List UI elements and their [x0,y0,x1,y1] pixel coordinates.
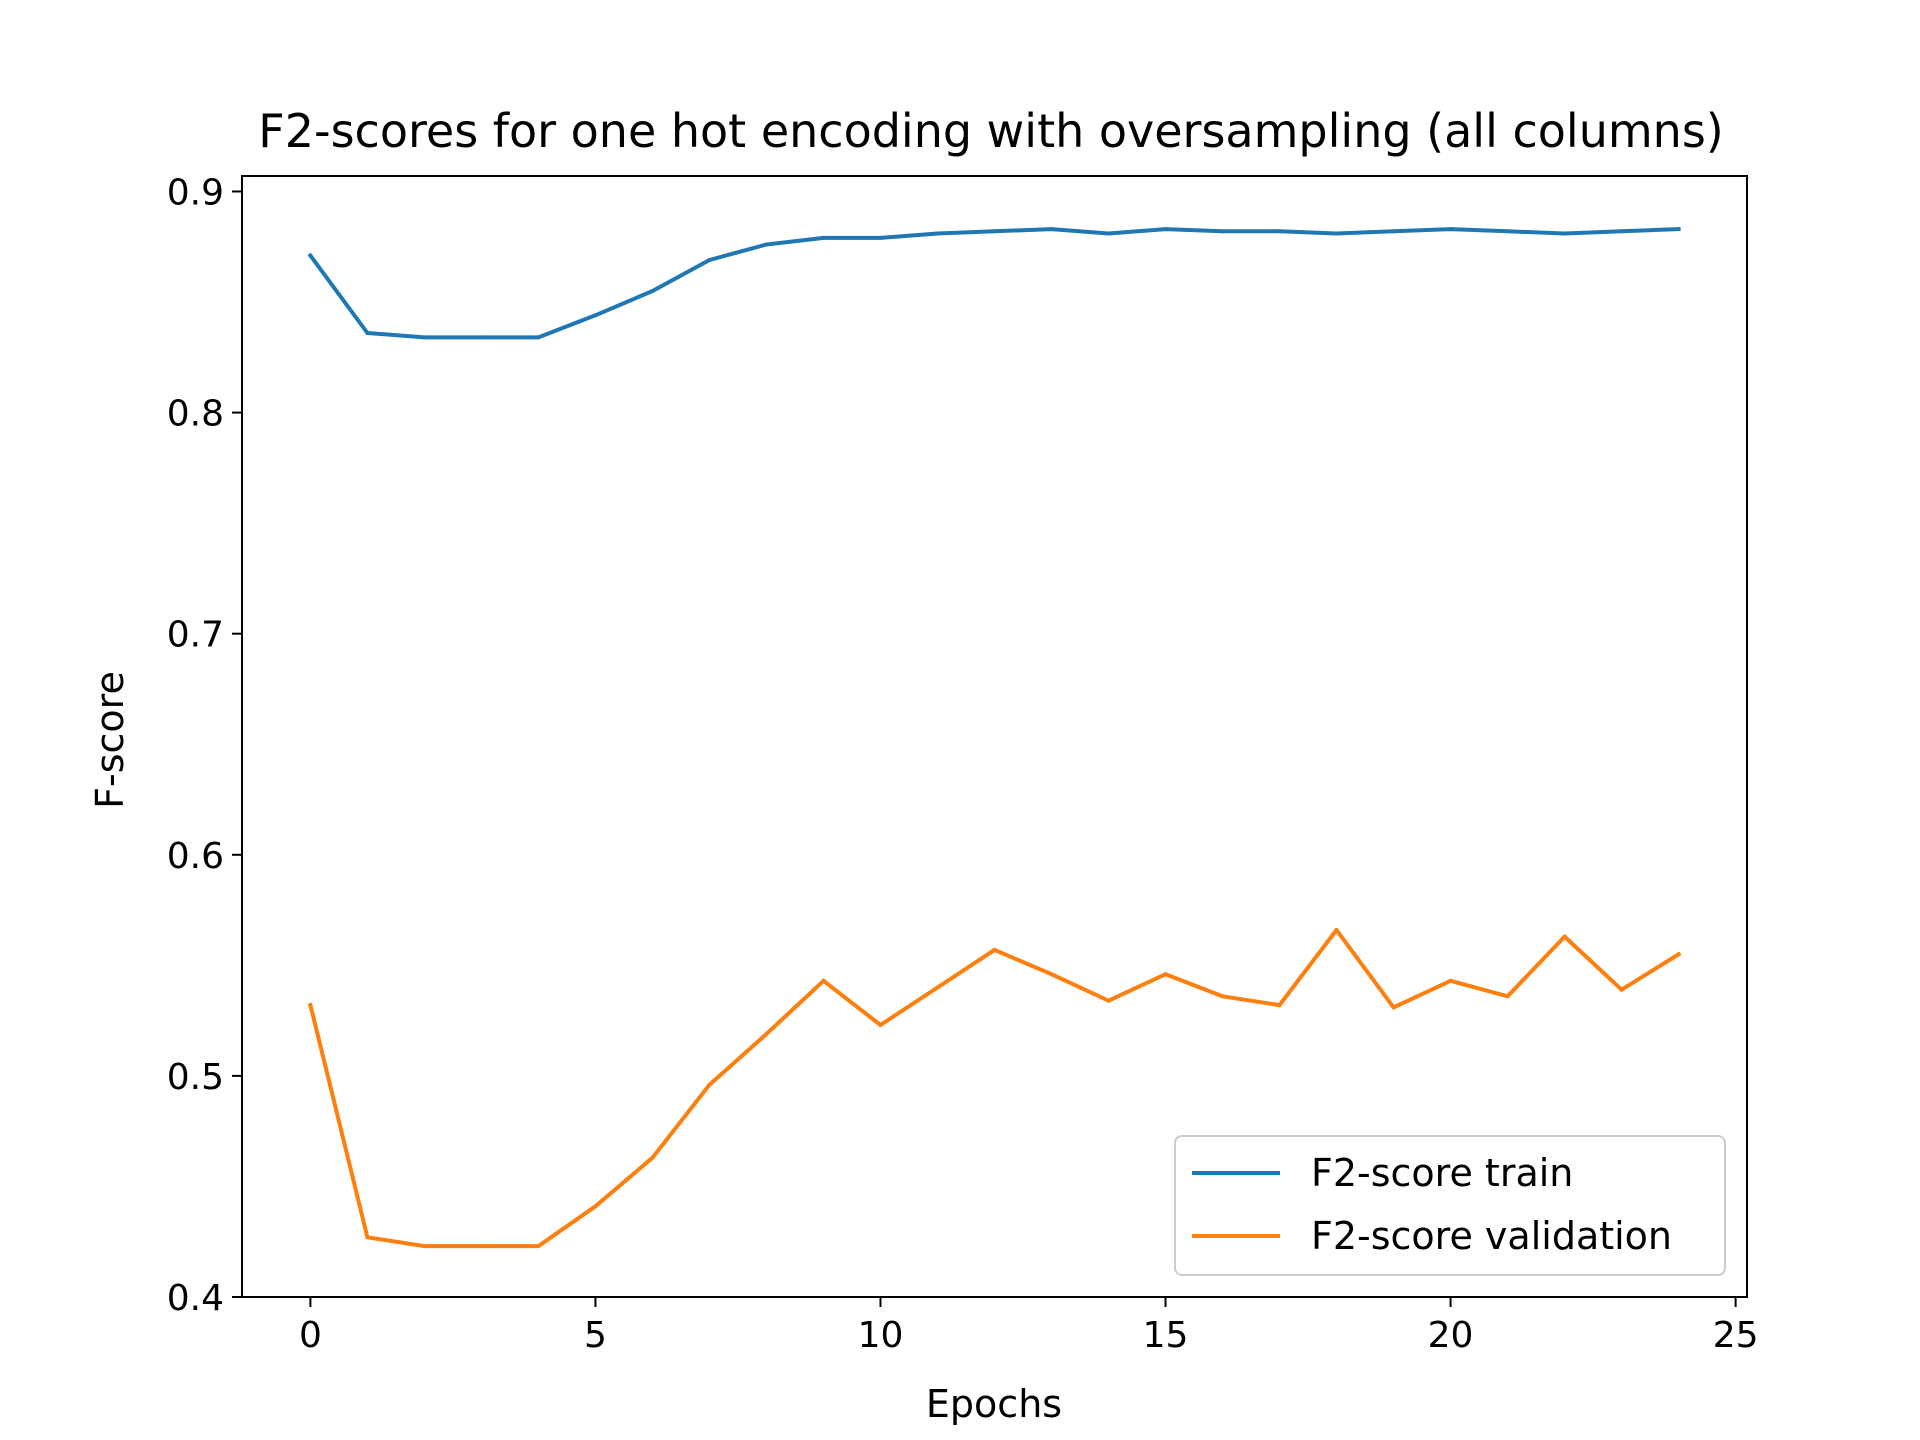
data-point [1334,928,1339,932]
data-point [1562,934,1567,939]
data-point [1619,229,1624,234]
data-point [1562,231,1567,236]
data-point [878,1023,883,1027]
y-axis: 0.4 0.5 0.6 0.7 0.8 0.9 [167,172,242,1319]
x-axis-label: Epochs [926,1382,1062,1426]
data-point [308,253,313,258]
y-axis-label: F-score [88,671,132,809]
data-point [764,242,769,247]
data-point [1391,1005,1396,1010]
data-point [422,335,427,340]
data-point [365,1235,370,1240]
data-point [821,235,826,240]
plot-area [242,176,1747,1297]
data-point [1277,1003,1282,1008]
y-tick-label: 0.4 [167,1278,224,1319]
data-point [1220,229,1225,234]
y-tick-label: 0.5 [167,1057,224,1098]
data-point [1676,952,1681,957]
legend-label-validation: F2-score validation [1311,1214,1672,1258]
data-point [935,985,940,990]
data-point [1163,227,1168,232]
x-tick-label: 10 [858,1315,904,1356]
data-point [1049,972,1054,977]
data-point [1163,972,1168,977]
y-tick-label: 0.8 [167,394,224,435]
data-point [1220,994,1225,999]
legend-box [1174,1135,1726,1276]
data-point [479,1244,484,1249]
data-point [536,1244,541,1249]
data-point [593,1204,598,1209]
data-point [878,235,883,240]
series-lines [307,227,1682,1249]
data-point [593,313,598,318]
chart-title: F2-scores for one hot encoding with over… [258,104,1723,158]
data-point [308,1003,313,1008]
data-point [422,1244,427,1249]
x-axis: 0 5 10 15 20 25 [299,1297,1759,1356]
x-tick-label: 0 [299,1315,322,1356]
y-tick-label: 0.6 [167,836,224,877]
data-point [707,258,712,262]
data-point [1676,227,1681,232]
data-point [1505,994,1510,999]
legend-label-train: F2-score train [1311,1151,1573,1195]
data-point [365,331,370,335]
data-point [1448,978,1453,983]
y-tick-label: 0.7 [167,615,224,656]
data-point [650,1155,655,1160]
x-tick-label: 25 [1713,1315,1759,1356]
data-point [1391,229,1396,234]
data-point [536,335,541,340]
data-point [992,947,997,952]
x-tick-label: 20 [1428,1315,1474,1356]
data-point [1049,227,1054,232]
x-tick-label: 5 [584,1315,607,1356]
x-tick-label: 15 [1143,1315,1189,1356]
data-point [479,335,484,340]
data-point [935,231,940,236]
data-point [821,978,826,983]
y-tick-label: 0.9 [167,172,224,213]
data-point [764,1031,769,1036]
data-point [1106,231,1111,236]
data-point [1505,229,1510,234]
data-point [650,289,655,293]
data-point [707,1082,712,1087]
legend: F2-score train F2-score validation [1174,1135,1726,1276]
data-point [1619,987,1624,992]
plot-frame [241,175,1748,1298]
data-point [992,229,997,234]
data-point [1106,998,1111,1003]
data-point [1448,227,1453,232]
data-point [1277,229,1282,234]
data-point [1334,231,1339,236]
